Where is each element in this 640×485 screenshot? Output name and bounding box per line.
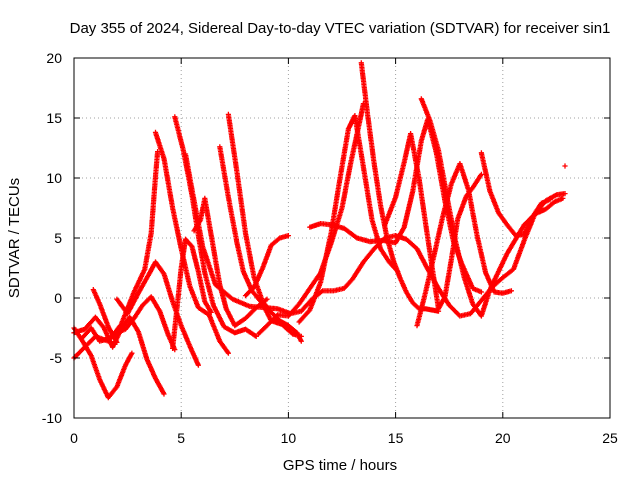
y-axis-label: SDTVAR / TECUs bbox=[6, 178, 23, 298]
y-tick-label: -10 bbox=[42, 410, 62, 426]
grid bbox=[74, 58, 610, 418]
data-point-markers bbox=[562, 163, 568, 169]
data-point-markers bbox=[191, 195, 270, 329]
axis-ticks: 0 5 10 15 20 25 -10 -5 0 5 10 15 20 bbox=[42, 50, 618, 446]
y-tick-label: 0 bbox=[54, 290, 62, 306]
data-point-markers bbox=[170, 236, 214, 351]
data-point-markers bbox=[358, 60, 442, 314]
data-point-markers bbox=[478, 150, 553, 239]
x-axis-label: GPS time / hours bbox=[283, 457, 397, 474]
y-tick-label: 5 bbox=[54, 230, 62, 246]
data-series bbox=[191, 195, 270, 329]
data-point-markers bbox=[414, 161, 514, 329]
data-series bbox=[478, 150, 553, 239]
data-points bbox=[71, 60, 568, 401]
data-series bbox=[414, 161, 514, 329]
y-tick-label: -5 bbox=[50, 350, 63, 366]
data-series bbox=[562, 163, 568, 169]
y-tick-label: 20 bbox=[46, 50, 62, 66]
data-point-markers bbox=[296, 113, 401, 325]
data-series bbox=[358, 60, 442, 314]
x-tick-label: 5 bbox=[177, 430, 185, 446]
x-tick-label: 15 bbox=[388, 430, 404, 446]
chart-title: Day 355 of 2024, Sidereal Day-to-day VTE… bbox=[70, 20, 611, 37]
x-tick-label: 25 bbox=[602, 430, 618, 446]
data-series bbox=[114, 259, 201, 368]
data-point-markers bbox=[152, 129, 231, 356]
data-point-markers bbox=[90, 287, 120, 345]
data-series bbox=[242, 233, 291, 299]
x-tick-label: 10 bbox=[281, 430, 297, 446]
y-tick-label: 15 bbox=[46, 110, 62, 126]
y-tick-label: 10 bbox=[46, 170, 62, 186]
data-series bbox=[170, 236, 214, 351]
data-point-markers bbox=[114, 259, 201, 368]
data-series bbox=[296, 113, 401, 325]
data-series bbox=[152, 129, 231, 356]
x-tick-label: 0 bbox=[70, 430, 78, 446]
data-series bbox=[90, 287, 120, 345]
data-point-markers bbox=[242, 233, 291, 299]
x-tick-label: 20 bbox=[495, 430, 511, 446]
